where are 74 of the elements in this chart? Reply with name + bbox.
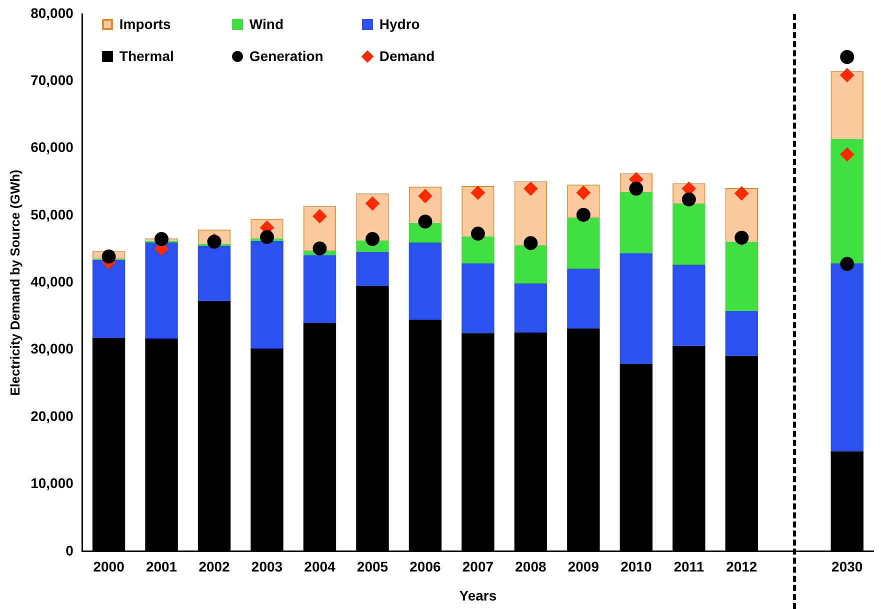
x-tick-label: 2030: [832, 558, 863, 575]
y-tick-label: 20,000: [30, 408, 74, 424]
y-tick-label: 0: [66, 542, 74, 558]
bar: [620, 192, 653, 254]
x-tick-label: 2003: [251, 558, 283, 575]
x-tick-label: 2009: [568, 558, 600, 575]
bar: [92, 260, 126, 338]
bar: [462, 236, 494, 264]
y-tick-label: 80,000: [30, 4, 74, 21]
point: [734, 230, 749, 245]
x-tick-label: 2007: [462, 558, 494, 575]
bar: [620, 253, 653, 364]
point: [312, 241, 327, 256]
point: [365, 196, 380, 210]
point: [154, 232, 169, 246]
x-tick-label: 2004: [304, 558, 336, 575]
point: [470, 186, 485, 200]
bar: [514, 283, 548, 332]
point: [418, 189, 432, 204]
legend-label: Hydro: [379, 16, 420, 32]
y-tick-label: 60,000: [30, 139, 74, 156]
bar: [198, 246, 231, 301]
point: [576, 186, 590, 200]
point: [840, 147, 854, 162]
bar: [725, 310, 758, 356]
bar: [567, 268, 600, 328]
point: [524, 236, 538, 250]
bar: [514, 245, 548, 284]
y-tick-label: 10,000: [30, 475, 74, 492]
x-tick-label: 2008: [515, 558, 546, 575]
bar: [408, 222, 442, 242]
x-axis-title: Years: [459, 587, 497, 604]
x-tick-label: 2005: [356, 558, 388, 575]
x-tick-label: 2012: [726, 558, 758, 575]
legend-label: Thermal: [119, 48, 174, 64]
point: [840, 68, 854, 82]
y-tick-label: 30,000: [30, 340, 74, 357]
bar: [672, 264, 706, 346]
point: [470, 226, 485, 241]
point: [418, 214, 432, 229]
x-tick-label: 2002: [198, 558, 230, 575]
point: [840, 256, 854, 271]
bar: [830, 138, 864, 264]
x-tick-label: 2011: [674, 558, 704, 575]
y-tick-label: 70,000: [30, 72, 74, 88]
point: [312, 209, 327, 224]
point: [524, 182, 538, 196]
point: [840, 50, 854, 64]
point: [734, 186, 749, 200]
bar: [725, 242, 758, 311]
legend-label: Demand: [379, 48, 435, 64]
legend-label: Generation: [249, 48, 324, 64]
bar: [408, 242, 442, 320]
y-axis-title: Electricity Demand by Source (GWh): [7, 170, 22, 396]
bar: [462, 263, 494, 334]
x-tick-label: 2001: [146, 558, 178, 575]
point: [576, 208, 590, 222]
bar: [356, 252, 389, 286]
x-tick-label: 2010: [620, 558, 652, 575]
point: [102, 250, 116, 264]
bar: [250, 241, 284, 349]
x-tick-label: 2000: [93, 558, 125, 575]
legend-label: Wind: [249, 16, 284, 32]
x-tick-label: 2006: [410, 558, 441, 575]
bar: [567, 218, 600, 269]
bar: [672, 203, 706, 265]
bar: [303, 255, 336, 324]
y-tick-label: 50,000: [30, 206, 74, 222]
bar: [145, 242, 178, 338]
point: [260, 230, 274, 244]
point: [365, 232, 380, 246]
bar: [830, 263, 864, 452]
legend-label: Imports: [119, 16, 171, 32]
y-tick-label: 40,000: [30, 274, 74, 290]
